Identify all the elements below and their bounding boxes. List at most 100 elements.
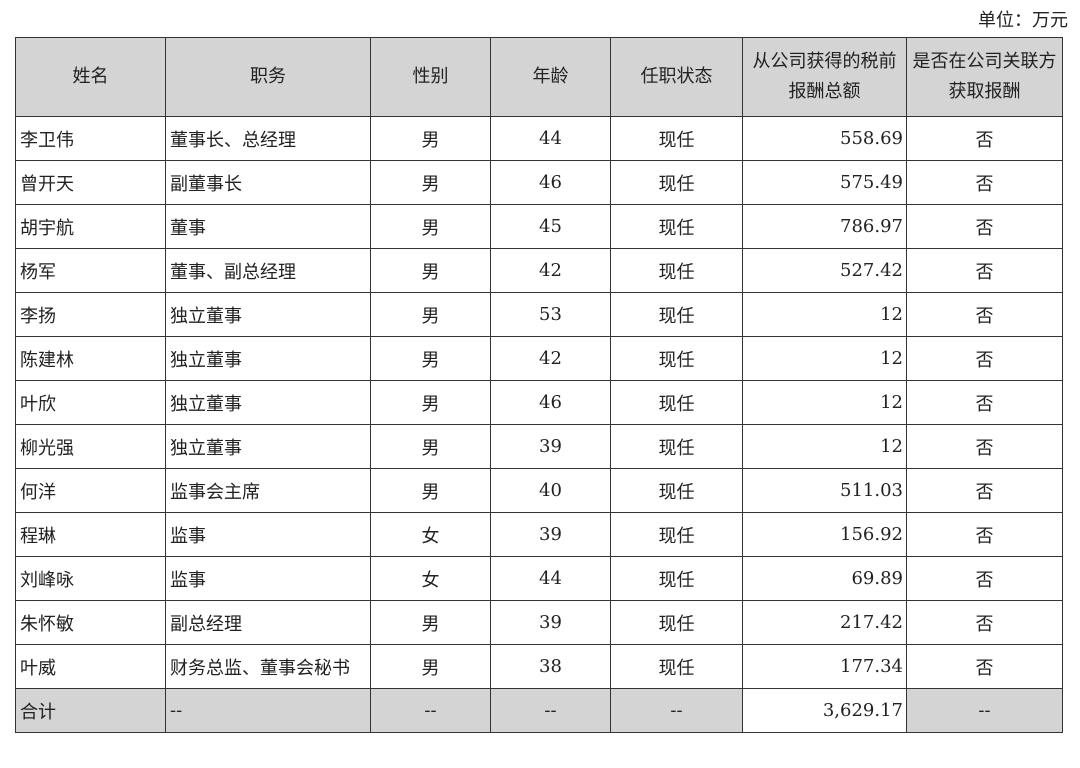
related-party-cell: 否 — [906, 600, 1063, 645]
status-cell: 现任 — [610, 380, 743, 425]
table-row: 何洋 监事会主席男 40 现任 511.03 否 — [15, 468, 1063, 513]
position-cell: 监事 — [165, 512, 371, 557]
position-cell: 副董事长 — [165, 160, 371, 205]
compensation-cell: 786.97 — [742, 204, 907, 249]
gender-cell: 女 — [370, 556, 491, 601]
name-cell: 柳光强 — [15, 424, 166, 469]
table-row: 柳光强 独立董事男 39 现任 12 否 — [15, 424, 1063, 469]
header-gender: 性别 — [370, 37, 491, 117]
name-cell: 程琳 — [15, 512, 166, 557]
gender-cell: 男 — [370, 336, 491, 381]
related-party-cell: 否 — [906, 292, 1063, 337]
compensation-cell: 217.42 — [742, 600, 907, 645]
position-cell: 独立董事 — [165, 380, 371, 425]
compensation-cell: 12 — [742, 292, 907, 337]
related-party-cell: 否 — [906, 336, 1063, 381]
compensation-cell: 12 — [742, 336, 907, 381]
gender-cell: 男 — [370, 380, 491, 425]
related-party-cell: 否 — [906, 204, 1063, 249]
position-cell: 董事 — [165, 204, 371, 249]
age-cell: 39 — [490, 600, 611, 645]
gender-cell: 男 — [370, 600, 491, 645]
gender-cell: -- — [370, 688, 491, 733]
status-cell: 现任 — [610, 600, 743, 645]
name-cell: 朱怀敏 — [15, 600, 166, 645]
age-cell: 42 — [490, 336, 611, 381]
position-cell: 副总经理 — [165, 600, 371, 645]
position-cell: 独立董事 — [165, 336, 371, 381]
related-party-cell: 否 — [906, 644, 1063, 689]
compensation-table: 姓名 职务 性别 年龄 任职状态 从公司获得的税前报酬总额 是否在公司关联方获取报酬 李卫伟… — [15, 37, 1063, 733]
age-cell: 44 — [490, 556, 611, 601]
gender-cell: 男 — [370, 468, 491, 513]
status-cell: 现任 — [610, 336, 743, 381]
gender-cell: 女 — [370, 512, 491, 557]
gender-cell: 男 — [370, 292, 491, 337]
status-cell: 现任 — [610, 116, 743, 161]
related-party-cell: 否 — [906, 160, 1063, 205]
gender-cell: 男 — [370, 204, 491, 249]
compensation-cell: 3,629.17 — [742, 688, 907, 733]
related-party-cell: 否 — [906, 116, 1063, 161]
table-row: 李扬 独立董事男 53 现任 12 否 — [15, 292, 1063, 337]
name-cell: 李卫伟 — [15, 116, 166, 161]
header-name: 姓名 — [15, 37, 166, 117]
status-cell: 现任 — [610, 468, 743, 513]
compensation-cell: 156.92 — [742, 512, 907, 557]
age-cell: 53 — [490, 292, 611, 337]
name-cell: 杨军 — [15, 248, 166, 293]
status-cell: 现任 — [610, 512, 743, 557]
name-cell: 叶欣 — [15, 380, 166, 425]
age-cell: 39 — [490, 424, 611, 469]
status-cell: -- — [610, 688, 743, 733]
related-party-cell: 否 — [906, 468, 1063, 513]
position-cell: 监事 — [165, 556, 371, 601]
related-party-cell: 否 — [906, 424, 1063, 469]
position-cell: 独立董事 — [165, 292, 371, 337]
compensation-cell: 12 — [742, 424, 907, 469]
header-compensation: 从公司获得的税前报酬总额 — [742, 37, 907, 117]
position-cell: 董事、副总经理 — [165, 248, 371, 293]
table-row: 朱怀敏 副总经理男 39 现任 217.42 否 — [15, 600, 1063, 645]
name-cell: 陈建林 — [15, 336, 166, 381]
gender-cell: 男 — [370, 644, 491, 689]
age-cell: -- — [490, 688, 611, 733]
unit-label: 单位：万元 — [978, 10, 1068, 31]
related-party-cell: -- — [906, 688, 1063, 733]
position-cell: 独立董事 — [165, 424, 371, 469]
related-party-cell: 否 — [906, 512, 1063, 557]
age-cell: 44 — [490, 116, 611, 161]
table-row: 程琳 监事女 39 现任 156.92 否 — [15, 512, 1063, 557]
status-cell: 现任 — [610, 644, 743, 689]
name-cell: 刘峰咏 — [15, 556, 166, 601]
header-age: 年龄 — [490, 37, 611, 117]
table-row: 叶威 财务总监、董事会秘书男 38 现任 177.34 否 — [15, 644, 1063, 689]
position-cell: 财务总监、董事会秘书 — [165, 644, 371, 689]
compensation-cell: 12 — [742, 380, 907, 425]
status-cell: 现任 — [610, 556, 743, 601]
age-cell: 46 — [490, 380, 611, 425]
header-position: 职务 — [165, 37, 371, 117]
status-cell: 现任 — [610, 292, 743, 337]
age-cell: 38 — [490, 644, 611, 689]
header-status: 任职状态 — [610, 37, 743, 117]
table-row: 胡宇航 董事男 45 现任 786.97 否 — [15, 204, 1063, 249]
age-cell: 42 — [490, 248, 611, 293]
table-row: 杨军 董事、副总经理男 42 现任 527.42 否 — [15, 248, 1063, 293]
gender-cell: 男 — [370, 160, 491, 205]
status-cell: 现任 — [610, 160, 743, 205]
table-row: 陈建林 独立董事男 42 现任 12 否 — [15, 336, 1063, 381]
related-party-cell: 否 — [906, 248, 1063, 293]
age-cell: 40 — [490, 468, 611, 513]
name-cell: 何洋 — [15, 468, 166, 513]
age-cell: 46 — [490, 160, 611, 205]
status-cell: 现任 — [610, 248, 743, 293]
related-party-cell: 否 — [906, 380, 1063, 425]
gender-cell: 男 — [370, 424, 491, 469]
compensation-cell: 558.69 — [742, 116, 907, 161]
compensation-cell: 575.49 — [742, 160, 907, 205]
position-cell: 监事会主席 — [165, 468, 371, 513]
status-cell: 现任 — [610, 204, 743, 249]
compensation-cell: 69.89 — [742, 556, 907, 601]
table-row: 李卫伟 董事长、总经理男 44 现任 558.69 否 — [15, 116, 1063, 161]
